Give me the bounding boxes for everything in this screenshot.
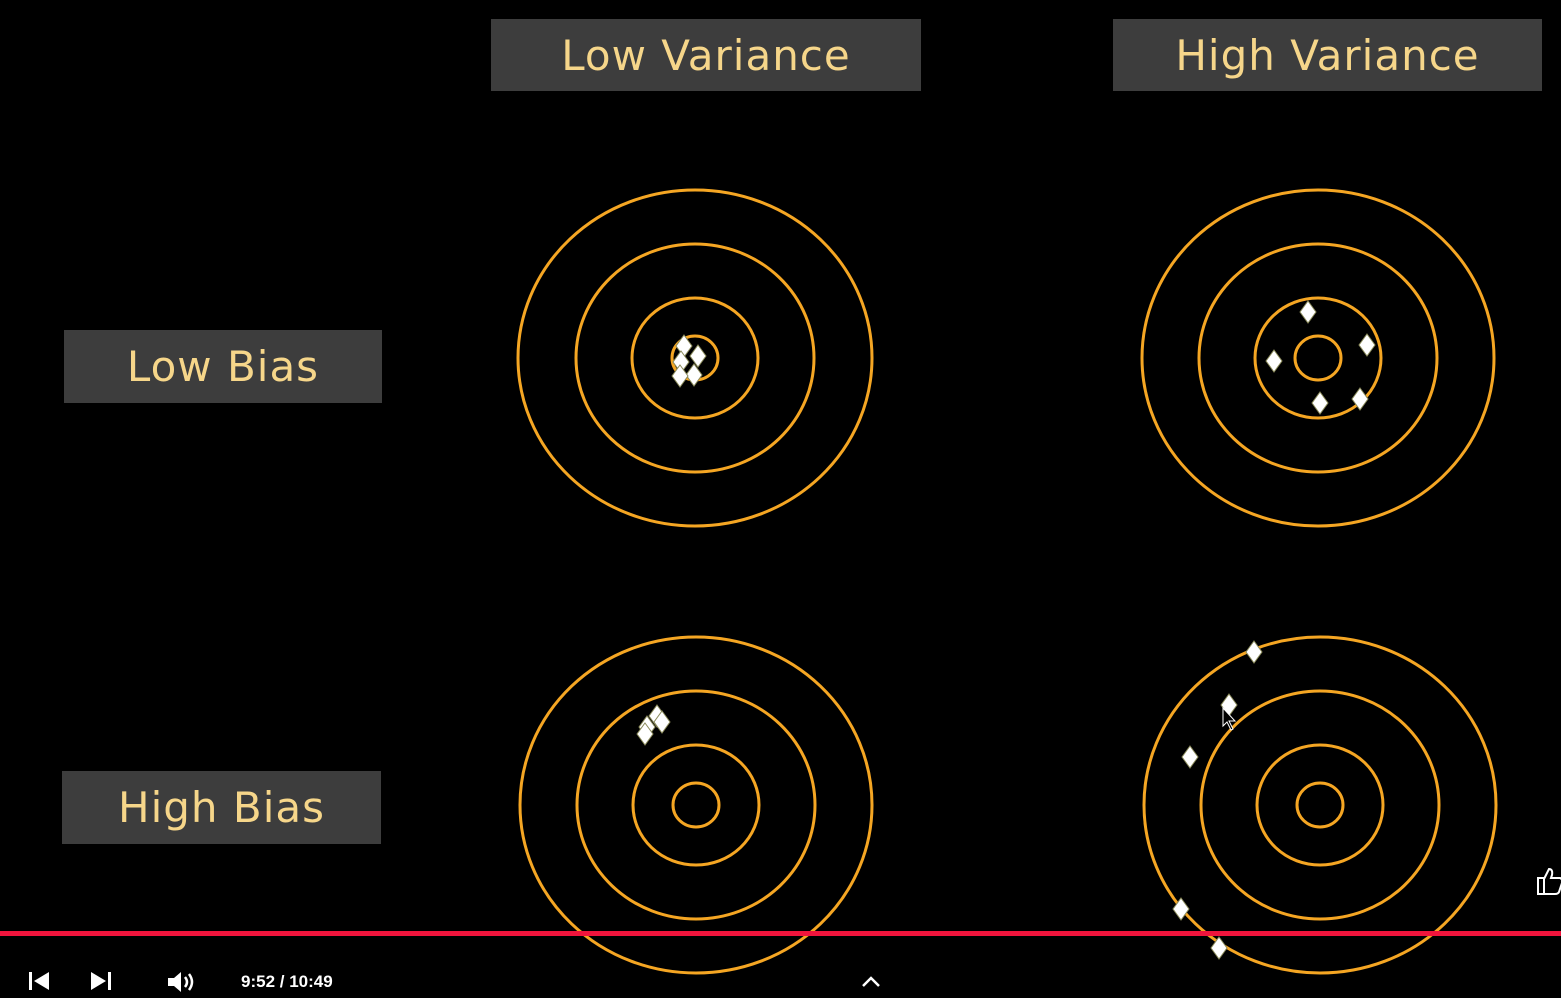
shot-marker (1172, 897, 1190, 921)
shot-marker (653, 710, 671, 734)
volume-icon (168, 972, 194, 992)
skip-back-button[interactable] (27, 970, 57, 994)
thumbs-up-icon (1537, 867, 1561, 895)
column-header-high-variance: High Variance (1113, 19, 1542, 91)
shot-marker (685, 363, 703, 387)
mouse-cursor-icon (1222, 706, 1237, 731)
shot-marker (636, 722, 654, 746)
shot-marker (671, 364, 689, 388)
shot-marker (675, 334, 693, 358)
expand-button[interactable] (858, 970, 888, 994)
target-high-bias-low-variance (518, 635, 874, 975)
shot-marker (1181, 745, 1199, 769)
shot-marker (1311, 391, 1329, 415)
shot-marker (1351, 387, 1369, 411)
shot-marker (1245, 640, 1263, 664)
volume-button[interactable] (165, 970, 195, 994)
target-high-bias-high-variance (1142, 635, 1498, 975)
next-button[interactable] (88, 970, 118, 994)
column-header-low-variance: Low Variance (491, 19, 921, 91)
shot-markers (636, 300, 1376, 960)
shot-marker (1358, 333, 1376, 357)
shot-marker (689, 344, 707, 368)
progress-bar[interactable] (0, 931, 1561, 936)
player-controls: 9:52 / 10:49 (0, 960, 1561, 994)
skip-back-icon (29, 972, 49, 990)
skip-next-icon (91, 972, 111, 990)
row-header-high-bias: High Bias (62, 771, 381, 844)
chevron-up-icon (862, 976, 880, 987)
shot-marker (1299, 300, 1317, 324)
shot-marker (1265, 349, 1283, 373)
row-header-low-bias: Low Bias (64, 330, 382, 403)
shot-marker (1210, 936, 1228, 960)
target-low-bias-low-variance (516, 188, 874, 528)
time-display: 9:52 / 10:49 (241, 972, 333, 991)
like-button[interactable] (1534, 864, 1561, 898)
progress-bar-fill (0, 931, 1561, 936)
target-low-bias-high-variance (1140, 188, 1496, 528)
